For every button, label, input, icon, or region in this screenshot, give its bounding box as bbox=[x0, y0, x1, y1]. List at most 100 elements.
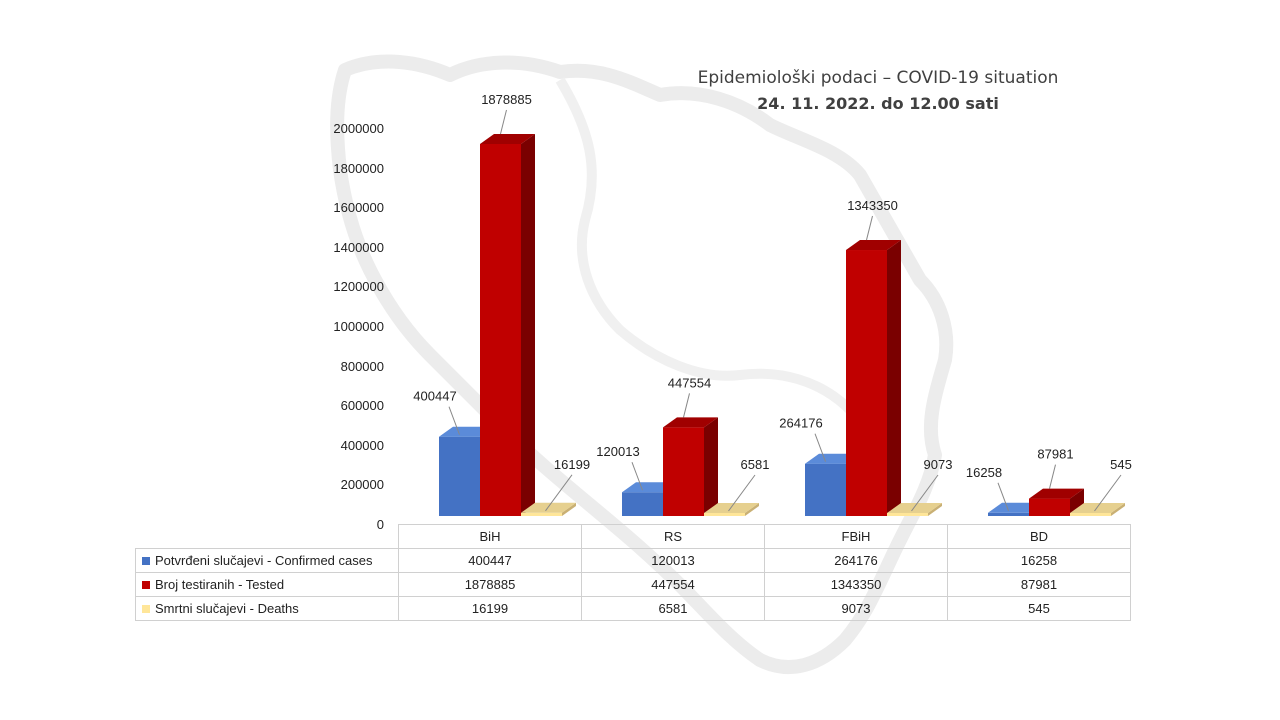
bar-front bbox=[521, 512, 562, 516]
y-tick-label: 1000000 bbox=[333, 319, 384, 334]
data-label: 1878885 bbox=[481, 92, 532, 107]
table-row: Broj testiranih - Tested 1878885 447554 … bbox=[135, 572, 1131, 597]
bar-side bbox=[928, 503, 942, 516]
y-tick-label: 1600000 bbox=[333, 200, 384, 216]
bar-side bbox=[704, 417, 718, 516]
data-label: 447554 bbox=[668, 375, 711, 390]
table-cell: 16199 bbox=[398, 596, 582, 621]
data-label: 9073 bbox=[924, 457, 953, 472]
data-label: 120013 bbox=[596, 444, 639, 459]
legend-swatch-confirmed bbox=[142, 556, 150, 565]
data-label-leader bbox=[683, 393, 690, 418]
bar-front bbox=[1070, 513, 1111, 516]
legend-swatch-deaths bbox=[142, 604, 150, 613]
series-label-confirmed: Potvrđeni slučajevi - Confirmed cases bbox=[135, 548, 399, 573]
y-tick-label: 2000000 bbox=[333, 121, 384, 136]
bar-front bbox=[805, 463, 846, 516]
data-label: 545 bbox=[1110, 457, 1132, 472]
data-label-leader bbox=[1094, 474, 1122, 512]
table-cell: 9073 bbox=[764, 596, 948, 621]
y-tick-label: 200000 bbox=[340, 477, 384, 493]
bar-front bbox=[439, 436, 480, 516]
bar-side bbox=[1070, 488, 1084, 516]
bar-top bbox=[846, 240, 901, 251]
bar-front bbox=[663, 427, 704, 516]
data-label-leader bbox=[448, 406, 460, 435]
y-tick-label: 400000 bbox=[340, 437, 384, 453]
chart-title: Epidemiološki podaci – COVID-19 situatio… bbox=[640, 68, 1116, 113]
bar-BiH-series-1 bbox=[480, 133, 535, 516]
table-column-header: FBiH bbox=[764, 524, 948, 549]
table-row: Potvrđeni slučajevi - Confirmed cases 40… bbox=[135, 548, 1131, 573]
bar-BiH-series-2 bbox=[521, 502, 576, 516]
bar-FBiH-series-2 bbox=[887, 503, 942, 516]
table-cell: 264176 bbox=[764, 548, 948, 573]
bar-BD-series-2 bbox=[1070, 503, 1125, 516]
y-tick-label: 600000 bbox=[340, 398, 384, 414]
bar-RS-series-2 bbox=[704, 503, 759, 516]
table-cell: 1878885 bbox=[398, 572, 582, 597]
table-column-header: RS bbox=[581, 524, 765, 549]
bar-front bbox=[846, 250, 887, 516]
legend-swatch-tested bbox=[142, 580, 150, 589]
y-tick-label: 800000 bbox=[340, 358, 384, 374]
bar-top bbox=[1070, 503, 1125, 513]
y-tick-label: 1200000 bbox=[333, 279, 384, 295]
data-label: 87981 bbox=[1037, 447, 1073, 462]
bar-BD-series-1 bbox=[1029, 488, 1084, 516]
table-cell: 1343350 bbox=[764, 572, 948, 597]
bar-front bbox=[988, 512, 1029, 516]
table-cell: 120013 bbox=[581, 548, 765, 573]
bar-top bbox=[521, 502, 576, 513]
data-label-leader bbox=[911, 474, 939, 512]
data-label-leader bbox=[728, 474, 756, 512]
bar-side bbox=[562, 502, 576, 516]
data-table: BiH RS FBiH BD Potvrđeni slučajevi - Con… bbox=[135, 524, 1131, 621]
table-cell: 447554 bbox=[581, 572, 765, 597]
data-label: 16258 bbox=[966, 465, 1002, 480]
y-tick-label: 1800000 bbox=[333, 160, 384, 176]
data-label-leader bbox=[500, 109, 507, 135]
data-label-leader bbox=[631, 462, 643, 491]
data-label-leader bbox=[997, 482, 1009, 511]
table-cell: 87981 bbox=[947, 572, 1131, 597]
chart-title-line1: Epidemiološki podaci – COVID-19 situatio… bbox=[697, 68, 1059, 88]
bar-front bbox=[704, 513, 745, 516]
bar-front bbox=[887, 513, 928, 516]
data-label-leader bbox=[814, 433, 826, 462]
map-watermark-inner bbox=[555, 77, 882, 491]
bar-side bbox=[1111, 503, 1125, 516]
series-label-tested: Broj testiranih - Tested bbox=[135, 572, 399, 597]
bar-FBiH-series-1 bbox=[846, 240, 901, 516]
table-row: Smrtni slučajevi - Deaths 16199 6581 907… bbox=[135, 596, 1131, 621]
bar-side bbox=[521, 133, 535, 516]
data-label-leader bbox=[866, 215, 873, 241]
chart-title-line2: 24. 11. 2022. do 12.00 sati bbox=[757, 94, 999, 113]
bar-RS-series-1 bbox=[663, 417, 718, 516]
table-cell: 545 bbox=[947, 596, 1131, 621]
bar-top bbox=[480, 133, 535, 144]
bar-top bbox=[1029, 488, 1084, 499]
data-label: 16199 bbox=[554, 457, 590, 472]
data-label-leader bbox=[545, 474, 573, 512]
bar-top bbox=[663, 417, 718, 428]
bar-side bbox=[745, 503, 759, 516]
bar-front bbox=[480, 143, 521, 516]
table-header-row: BiH RS FBiH BD bbox=[135, 524, 1131, 549]
bar-front bbox=[1029, 498, 1070, 516]
bar-top bbox=[704, 503, 759, 513]
table-column-header: BiH bbox=[398, 524, 582, 549]
bar-side bbox=[887, 240, 901, 516]
table-cell: 16258 bbox=[947, 548, 1131, 573]
data-label: 400447 bbox=[413, 389, 456, 404]
data-label-leader bbox=[1049, 464, 1056, 489]
bar-front bbox=[622, 492, 663, 516]
series-label-deaths: Smrtni slučajevi - Deaths bbox=[135, 596, 399, 621]
data-label: 6581 bbox=[741, 457, 770, 472]
table-cell: 6581 bbox=[581, 596, 765, 621]
table-column-header: BD bbox=[947, 524, 1131, 549]
bar-top bbox=[887, 503, 942, 513]
y-tick-label: 1400000 bbox=[333, 239, 384, 255]
data-label: 1343350 bbox=[847, 198, 898, 213]
